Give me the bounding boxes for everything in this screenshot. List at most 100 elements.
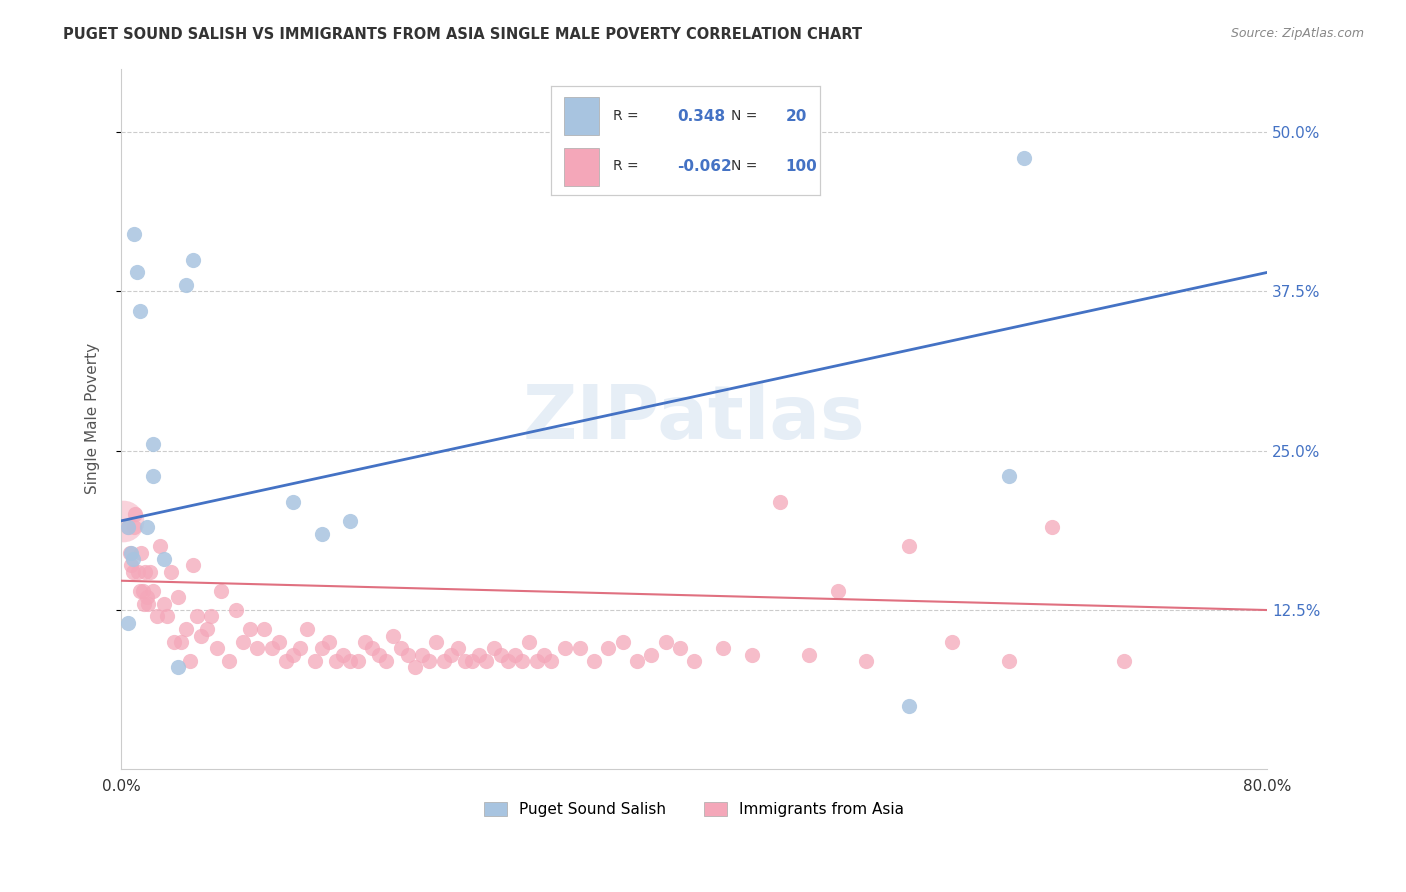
Point (353, 635, 375, 649)
Point (389, 641, 412, 656)
Point (475, 654, 498, 668)
Point (170, 635, 193, 649)
Point (129, 546, 152, 560)
Point (503, 648, 526, 662)
Point (526, 654, 548, 668)
Point (1042, 520, 1064, 534)
Point (368, 648, 391, 662)
Point (311, 641, 333, 656)
Point (127, 565, 149, 579)
Point (121, 552, 143, 566)
Point (281, 494, 304, 508)
Point (246, 641, 269, 656)
Point (181, 252, 204, 267)
Point (311, 526, 333, 541)
Point (122, 227, 145, 242)
Point (117, 520, 139, 534)
Point (205, 641, 228, 656)
Point (146, 609, 169, 624)
Legend: Puget Sound Salish, Immigrants from Asia: Puget Sound Salish, Immigrants from Asia (477, 795, 912, 825)
Point (533, 648, 555, 662)
Point (174, 278, 197, 293)
Point (128, 583, 150, 598)
Point (209, 583, 232, 598)
Point (855, 654, 877, 668)
Point (898, 539, 921, 553)
Point (218, 654, 240, 668)
Point (669, 641, 692, 656)
Point (274, 654, 297, 668)
Point (769, 494, 792, 508)
Point (425, 635, 447, 649)
Point (382, 628, 405, 642)
Point (797, 648, 820, 662)
Point (232, 635, 254, 649)
Point (267, 635, 290, 649)
Point (253, 622, 276, 636)
Point (179, 654, 201, 668)
Point (540, 654, 562, 668)
Y-axis label: Single Male Poverty: Single Male Poverty (86, 343, 100, 494)
Point (461, 654, 484, 668)
Point (432, 654, 454, 668)
Point (304, 654, 326, 668)
Point (941, 635, 963, 649)
Point (411, 648, 433, 662)
Point (339, 654, 361, 668)
Point (122, 520, 145, 534)
Point (998, 654, 1021, 668)
Point (496, 654, 519, 668)
Point (260, 641, 283, 656)
Point (153, 552, 176, 566)
Point (418, 654, 440, 668)
Point (640, 648, 662, 662)
Point (120, 558, 142, 573)
Point (482, 641, 505, 656)
Point (519, 635, 541, 649)
Point (360, 641, 382, 656)
Point (153, 597, 176, 611)
Point (138, 597, 160, 611)
Point (554, 641, 576, 656)
Point (225, 603, 247, 617)
Point (396, 648, 419, 662)
Point (120, 546, 142, 560)
Point (1012, 151, 1035, 165)
Point (195, 622, 218, 636)
Point (598, 641, 620, 656)
Point (135, 520, 157, 534)
Point (131, 583, 153, 598)
Point (654, 635, 676, 649)
Point (167, 591, 190, 605)
Point (827, 583, 849, 598)
Point (124, 508, 146, 522)
Point (163, 635, 186, 649)
Point (160, 565, 183, 579)
Point (612, 635, 634, 649)
Point (174, 622, 197, 636)
Point (117, 615, 139, 630)
Text: ZIPatlas: ZIPatlas (523, 383, 866, 456)
Point (741, 648, 763, 662)
Point (582, 654, 605, 668)
Point (121, 565, 143, 579)
Point (128, 303, 150, 318)
Point (440, 648, 463, 662)
Point (134, 565, 156, 579)
Point (297, 622, 319, 636)
Point (186, 609, 208, 624)
Point (181, 558, 204, 573)
Point (998, 469, 1021, 483)
Text: PUGET SOUND SALISH VS IMMIGRANTS FROM ASIA SINGLE MALE POVERTY CORRELATION CHART: PUGET SOUND SALISH VS IMMIGRANTS FROM AS… (63, 27, 862, 42)
Point (156, 609, 179, 624)
Point (404, 660, 426, 674)
Point (118, 546, 141, 560)
Point (683, 654, 706, 668)
Point (339, 514, 361, 528)
Point (318, 635, 340, 649)
Point (626, 654, 648, 668)
Point (1112, 654, 1135, 668)
Point (139, 565, 162, 579)
Point (346, 654, 368, 668)
Point (711, 641, 734, 656)
